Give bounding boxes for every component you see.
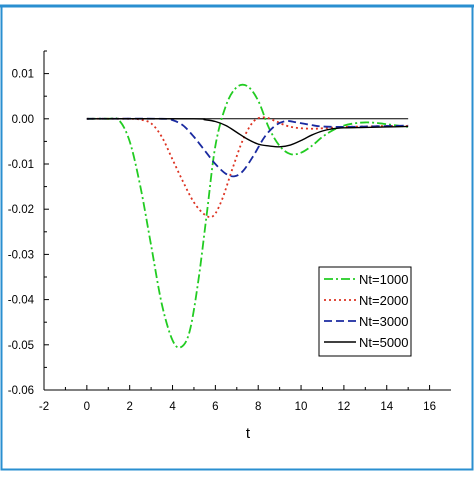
legend: Nt=1000 Nt=2000 Nt=3000 Nt=5000 — [318, 266, 412, 357]
series-line-3 — [86, 117, 409, 178]
y-tick-label: -0.04 — [8, 295, 35, 307]
series-line-2 — [86, 116, 409, 219]
y-tick-label: -0.02 — [8, 204, 34, 216]
legend-label-1: Nt=1000 — [359, 272, 409, 287]
y-tick-label: -0.06 — [8, 385, 34, 397]
legend-label-2: Nt=2000 — [359, 293, 409, 308]
series-lines — [86, 83, 409, 349]
x-tick-label: 10 — [295, 401, 308, 413]
x-tick-label: 8 — [255, 401, 261, 413]
series-line-4 — [86, 118, 409, 148]
x-tick-label: 0 — [84, 401, 90, 413]
x-tick-label: 14 — [380, 401, 393, 413]
y-tick-label: -0.03 — [8, 249, 34, 261]
axes — [43, 51, 451, 391]
outer-border — [0, 5, 474, 471]
x-axis-title: t — [246, 425, 251, 442]
y-tick-label: -0.05 — [8, 340, 34, 352]
legend-label-4: Nt=5000 — [359, 335, 409, 350]
x-tick-label: 12 — [337, 401, 350, 413]
x-tick-label: -2 — [39, 401, 49, 413]
legend-label-3: Nt=3000 — [359, 314, 409, 329]
y-tick-label: 0.00 — [12, 114, 34, 126]
legend-box — [318, 266, 412, 357]
y-tick-label: -0.01 — [8, 159, 34, 171]
x-ticks: -2 0 2 4 6 8 10 12 14 16 — [39, 385, 436, 413]
y-ticks: 0.01 0.00 -0.01 -0.02 -0.03 -0.04 -0.05 -0.06 — [8, 50, 49, 397]
x-tick-label: 4 — [169, 401, 176, 413]
x-tick-label: 6 — [212, 401, 218, 413]
x-tick-label: 2 — [126, 401, 132, 413]
y-tick-label: 0.01 — [12, 69, 34, 81]
x-tick-label: 16 — [423, 401, 436, 413]
